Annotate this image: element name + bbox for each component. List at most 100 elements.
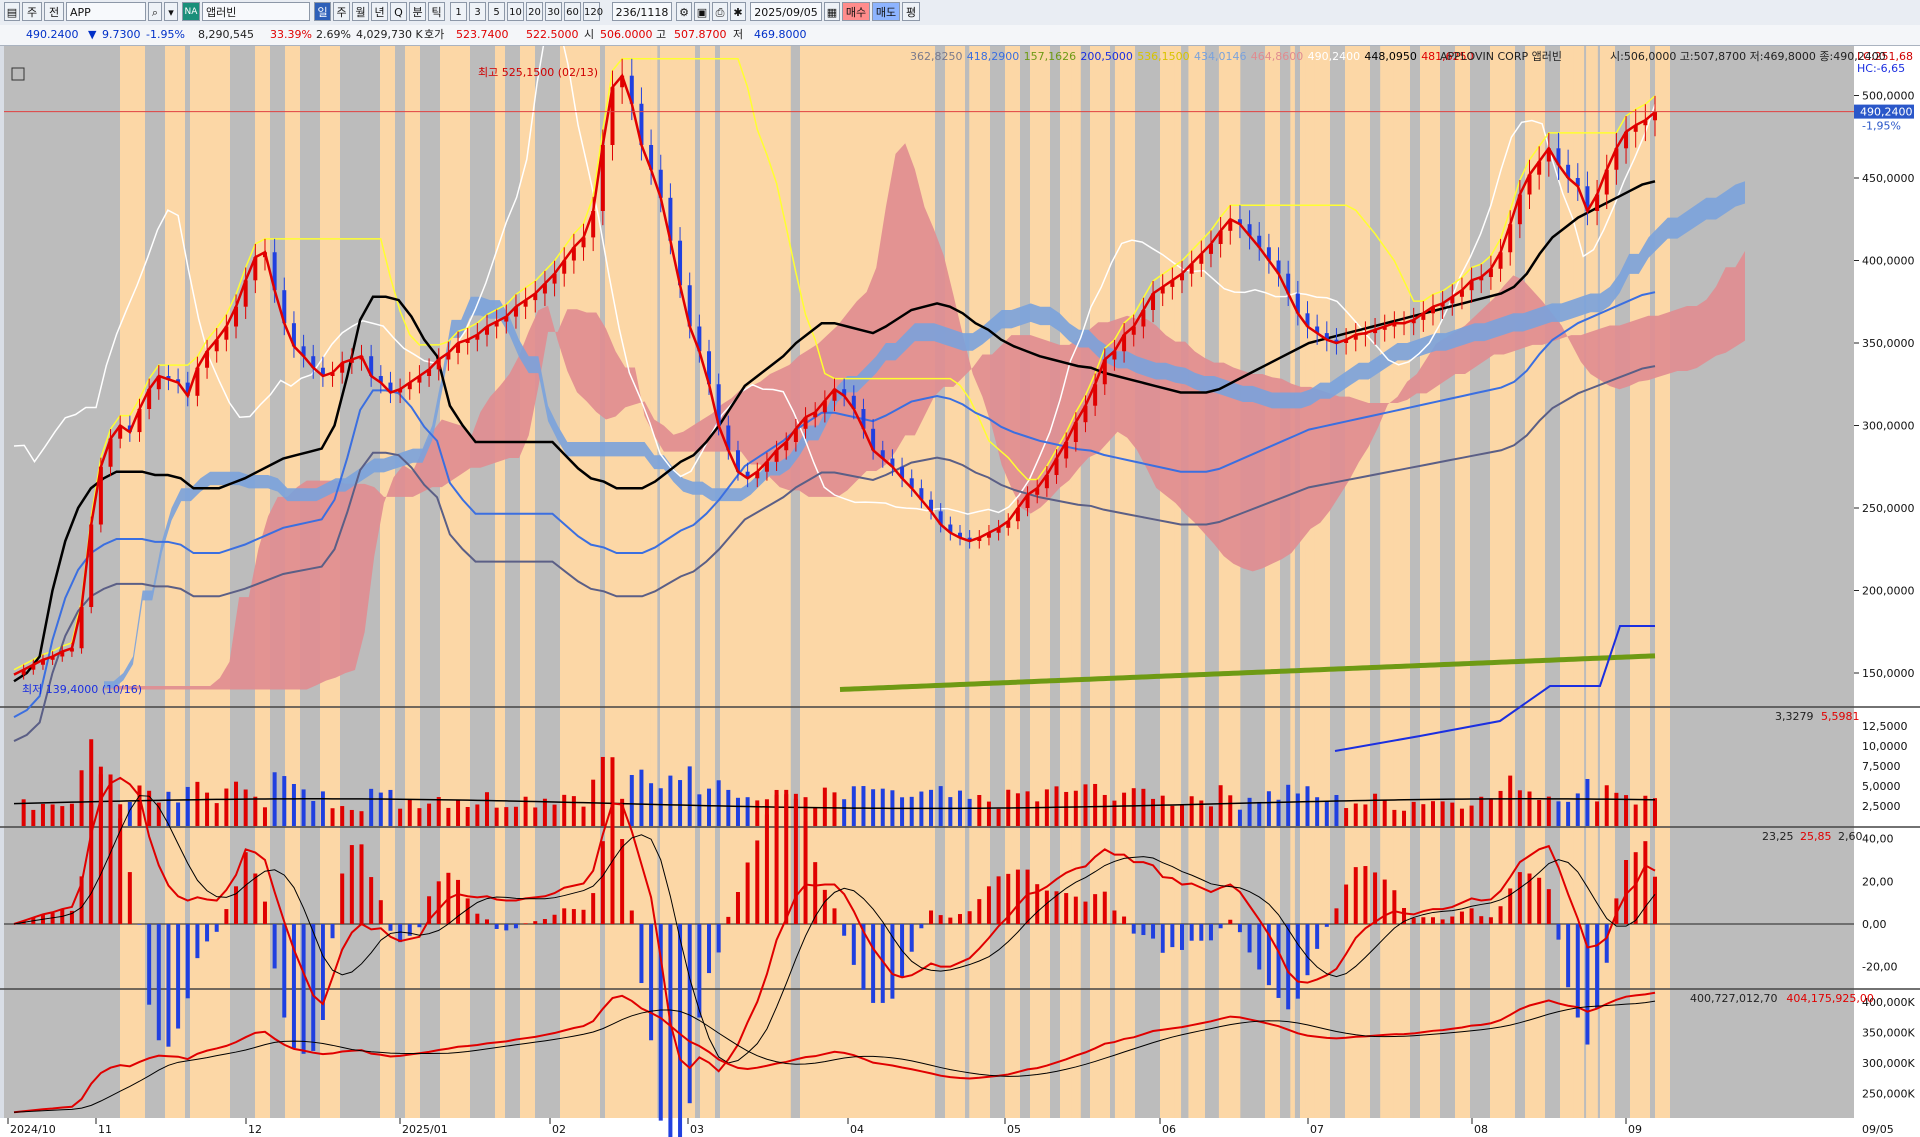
- eval-button[interactable]: 평: [902, 2, 920, 21]
- band-32: [1455, 46, 1470, 1118]
- count-field[interactable]: 236/1118: [612, 2, 672, 21]
- candle-body-13: [137, 409, 142, 433]
- btn-week[interactable]: 주: [22, 2, 42, 21]
- macd-hist-27: [272, 924, 277, 969]
- candle-body-170: [1653, 112, 1657, 121]
- tab-interval-60[interactable]: 60: [564, 2, 581, 21]
- x-tick-label-3: 2025/01: [402, 1123, 448, 1136]
- obv-line: [13, 991, 1656, 1114]
- volume-bar-88: [861, 786, 866, 826]
- tab-period-1[interactable]: 주: [333, 2, 350, 21]
- candle-body-113: [1102, 359, 1107, 385]
- btn-prev[interactable]: 전: [44, 2, 64, 21]
- tab-interval-3[interactable]: 3: [469, 2, 486, 21]
- macd-hist-38: [378, 900, 383, 924]
- buy-button[interactable]: 매수: [842, 2, 870, 21]
- tab-period-5[interactable]: 분: [409, 2, 426, 21]
- volume-bar-106: [1035, 801, 1040, 826]
- date-field[interactable]: 2025/09/05: [750, 2, 822, 21]
- candle-body-83: [813, 412, 818, 418]
- volume-bar-70: [687, 766, 692, 826]
- macd-line: [13, 776, 1656, 1073]
- volume-bar-24: [243, 789, 248, 826]
- macd-hist-165: [1604, 924, 1609, 963]
- chevron-down-icon[interactable]: ▾: [164, 2, 178, 21]
- candle-body-39: [388, 382, 393, 393]
- macd-hist-37: [369, 877, 374, 924]
- sell-button[interactable]: 매도: [872, 2, 900, 21]
- macd-hist-93: [909, 924, 914, 952]
- candle-body-89: [871, 428, 876, 451]
- volume-bar-96: [938, 786, 943, 826]
- stock-chart[interactable]: 500,0000 450,0000 400,0000 350,0000 300,0000…: [0, 46, 1920, 1137]
- candle-body-3: [40, 659, 45, 665]
- candle-body-14: [147, 389, 152, 409]
- candle-body-96: [938, 511, 943, 525]
- macd-hist-128: [1247, 924, 1252, 953]
- search-icon[interactable]: ⌕: [148, 2, 162, 21]
- candle-body-28: [282, 290, 287, 324]
- tab-interval-120[interactable]: 120: [583, 2, 603, 21]
- volume-bar-40: [398, 808, 403, 826]
- tab-period-0[interactable]: 일: [314, 2, 331, 21]
- tab-period-2[interactable]: 월: [352, 2, 369, 21]
- tab-period-6[interactable]: 틱: [428, 2, 445, 21]
- band-thin-37: [1501, 46, 1514, 1118]
- macd-hist-75: [735, 892, 740, 924]
- macd-hist-88: [861, 924, 866, 990]
- legend-value-5: 434,0146: [1194, 50, 1247, 63]
- macd-hist-51: [504, 924, 509, 931]
- tab-interval-5[interactable]: 5: [488, 2, 505, 21]
- price-change: 9.7300: [102, 28, 141, 41]
- candle-body-80: [784, 442, 789, 451]
- candle-body-166: [1614, 148, 1619, 170]
- tab-period-4[interactable]: Q: [390, 2, 407, 21]
- candle-body-160: [1556, 148, 1561, 165]
- tab-interval-10[interactable]: 10: [507, 2, 524, 21]
- obv-legend-1: 404,175,925,00: [1786, 992, 1873, 1005]
- candle-body-167: [1624, 131, 1629, 149]
- x-tick-label-5: 03: [690, 1123, 704, 1136]
- macd-hist-90: [880, 924, 885, 1003]
- settings-icon[interactable]: ⚙: [676, 2, 692, 21]
- legend-value-3: 200,5000: [1080, 50, 1133, 63]
- volume-bar-1: [21, 799, 26, 826]
- candle-body-101: [986, 532, 991, 538]
- macd-hist-50: [494, 924, 499, 929]
- axis-area: [1854, 46, 1920, 1137]
- candle-body-64: [629, 75, 634, 104]
- volume-bar-135: [1315, 797, 1320, 826]
- symbol-input[interactable]: APP: [66, 2, 146, 21]
- macd-signal-line: [13, 795, 1656, 1064]
- config-icon[interactable]: ✱: [730, 2, 746, 21]
- volume-bar-152: [1479, 796, 1484, 826]
- tab-interval-20[interactable]: 20: [526, 2, 543, 21]
- macd-hist-159: [1546, 889, 1551, 924]
- volume-bar-48: [475, 804, 480, 826]
- tab-interval-1[interactable]: 1: [450, 2, 467, 21]
- save-icon[interactable]: ▣: [694, 2, 710, 21]
- window-menu-icon[interactable]: ▤: [4, 2, 20, 21]
- tab-interval-30[interactable]: 30: [545, 2, 562, 21]
- print-icon[interactable]: ⎙: [712, 2, 728, 21]
- macd-hist-116: [1131, 924, 1136, 934]
- macd-hist-81: [793, 798, 798, 924]
- macd-hist-138: [1344, 884, 1349, 924]
- candle-body-33: [330, 372, 335, 376]
- candle-body-2: [31, 664, 36, 670]
- calendar-icon[interactable]: ▦: [824, 2, 840, 21]
- macd-hist-84: [822, 889, 827, 924]
- volume-bar-32: [320, 791, 325, 826]
- volume-bar-63: [620, 798, 625, 826]
- legend-value-7: 490,2400: [1308, 50, 1361, 63]
- macd-hist-98: [957, 914, 962, 924]
- last-change-label: -1,95%: [1862, 120, 1901, 133]
- macd-hist-162: [1575, 924, 1580, 1018]
- volume-bar-133: [1295, 793, 1300, 826]
- volume-bar-156: [1517, 790, 1522, 826]
- band-thin-0: [1114, 46, 1124, 1118]
- volume-bar-153: [1488, 798, 1493, 826]
- open-label: 시: [584, 28, 595, 41]
- tab-period-3[interactable]: 년: [371, 2, 388, 21]
- macd-hist-103: [1006, 873, 1011, 924]
